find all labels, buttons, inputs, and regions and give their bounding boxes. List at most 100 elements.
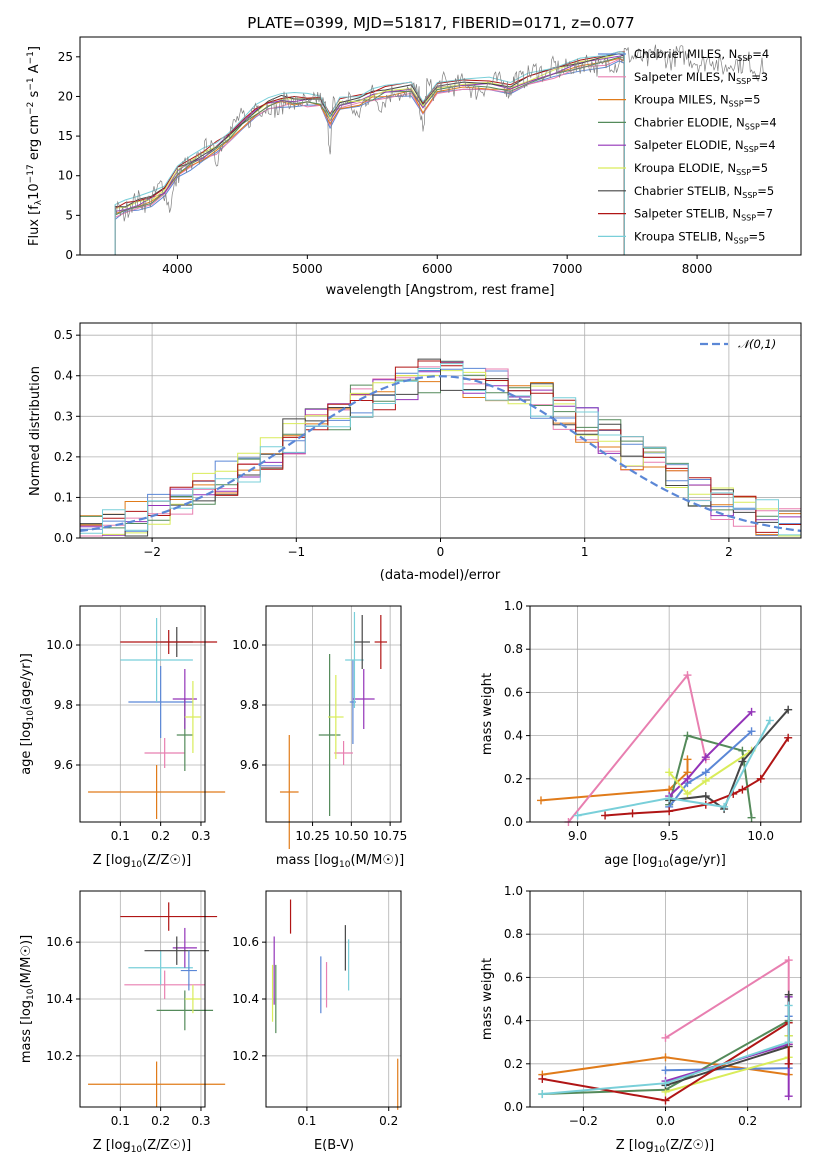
x-tick-label: 0.2 [151,1114,170,1128]
x-tick-label: 9.0 [568,829,587,843]
normal-curve [79,375,802,532]
weight-vs-metallicity-panel: −0.2 0.0 0.2 0.0 0.2 0.4 0.6 0.8 1.0 Z [log10(Z/Z… [480,884,802,1155]
legend-label: Salpeter MILES, NSSP=3 [634,70,768,86]
y-tick-label: 10.0 [232,638,259,652]
x-tick-label: 9.5 [660,829,679,843]
x-tick-label: 2 [725,545,733,559]
y-tick-label: 0.0 [54,531,73,545]
y-tick-label: 0.4 [54,369,73,383]
weight-line [668,711,753,797]
weight-line [668,730,753,808]
y-axis-label: mass weight [480,673,495,755]
legend-label: 𝒩(0,1) [738,337,776,351]
y-tick-label: 5 [65,208,73,222]
x-axis-label: Z [log10(Z/Z☉)] [93,1138,191,1155]
y-tick-label: 9.6 [54,758,73,772]
x-tick-label: 0.1 [111,1114,130,1128]
x-tick-label: −2 [143,545,161,559]
y-tick-label: 0 [65,248,73,262]
y-tick-label: 0.3 [54,409,73,423]
y-tick-label: 0.2 [54,450,73,464]
spectrum-xlabel: wavelength [Angstrom, rest frame] [326,283,555,298]
y-tick-label: 0.4 [504,1014,523,1028]
x-axis-label: age [log10(age/yr)] [604,853,726,870]
y-tick-label: 10 [58,169,73,183]
axes-frame [79,890,206,1108]
y-axis-label: mass [log10(M/M☉)] [19,935,36,1063]
model-spectrum-line [114,51,625,255]
residual-panel: −2 −1 0 1 2 0.0 0.1 0.2 0.3 0.4 0.5 𝒩(0,1) (data-mo… [28,322,802,583]
residual-ylabel: Normed distribution [28,366,43,496]
y-tick-label: 0.5 [54,328,73,342]
x-tick-label: 5000 [292,262,323,276]
age-vs-metallicity-panel: 0.1 0.2 0.3 9.6 9.8 10.0 Z [log10(Z/Z☉)] age [l… [19,605,226,870]
y-axis-label: age [log10(age/yr)] [19,653,36,775]
x-tick-label: 0.0 [656,1114,675,1128]
y-axis-label: mass weight [480,958,495,1040]
x-tick-label: 0.2 [738,1114,757,1128]
weight-line [668,749,753,796]
weight-line [668,734,753,818]
spectrum-ylabel: Flux [fλ10−17 erg cm−2 s−1 A−1] [26,46,44,246]
x-axis-label: E(B-V) [314,1138,354,1153]
x-axis-label: mass [log10(M/M☉)] [276,853,404,870]
x-tick-label: 0.2 [151,829,170,843]
spectrum-title: PLATE=0399, MJD=51817, FIBERID=0171, z=0… [247,14,634,32]
residual-frame [79,322,802,539]
model-spectrum-line [114,56,625,255]
legend-label: Kroupa ELODIE, NSSP=5 [634,161,768,177]
x-tick-label: 6000 [422,262,453,276]
y-tick-label: 1.0 [504,599,523,613]
x-tick-label: 10.25 [295,829,329,843]
legend-label: Chabrier MILES, NSSP=4 [634,47,769,63]
x-tick-label: 10.50 [334,829,368,843]
y-tick-label: 10.0 [46,638,73,652]
y-tick-label: 0.4 [504,729,523,743]
y-tick-label: 10.2 [232,1049,259,1063]
axes-frame [265,605,402,823]
spectrum-plot-area: 4000 5000 6000 7000 8000 0 5 10 15 20 25 [58,44,764,276]
y-tick-label: 0.0 [504,815,523,829]
x-axis-label: Z [log10(Z/Z☉)] [93,853,191,870]
y-tick-label: 9.8 [240,698,259,712]
legend-label: Chabrier ELODIE, NSSP=4 [634,115,777,131]
spectrum-legend: Chabrier MILES, NSSP=4 Salpeter MILES, NS… [598,47,777,245]
legend-label: Kroupa MILES, NSSP=5 [634,93,760,109]
mass-vs-metallicity-panel: 0.1 0.2 0.3 10.2 10.4 10.6 Z [log10(Z/Z☉)] mass… [19,890,226,1155]
x-tick-label: 10.0 [747,829,774,843]
x-tick-label: 0.3 [191,1114,210,1128]
legend-label: Salpeter STELIB, NSSP=7 [634,207,773,223]
age-vs-mass-panel: 10.25 10.50 10.75 9.6 9.8 10.0 mass [log10(M/M… [232,605,407,870]
y-tick-label: 9.8 [54,698,73,712]
x-tick-label: 1 [581,545,589,559]
weight-vs-age-panel: 9.0 9.5 10.0 0.0 0.2 0.4 0.6 0.8 1.0 age [log10(a… [480,599,802,870]
x-axis-label: Z [log10(Z/Z☉)] [616,1138,714,1155]
histogram-step [79,363,802,538]
y-tick-label: 0.0 [504,1100,523,1114]
x-tick-label: 4000 [162,262,193,276]
y-tick-label: 25 [58,50,73,64]
axes-frame [529,890,802,1108]
mass-vs-ebv-panel: 0.1 0.2 10.2 10.4 10.6 E(B-V) [232,890,402,1153]
y-tick-label: 15 [58,129,73,143]
spectrum-frame [79,36,802,256]
legend-label: Kroupa STELIB, NSSP=5 [634,229,765,245]
y-tick-label: 0.8 [504,927,523,941]
residual-plot-area: −2 −1 0 1 2 0.0 0.1 0.2 0.3 0.4 0.5 𝒩(0,1) [54,323,802,559]
x-tick-label: −0.2 [569,1114,598,1128]
x-tick-label: 0.3 [191,829,210,843]
spectrum-panel: PLATE=0399, MJD=51817, FIBERID=0171, z=0… [26,14,802,298]
axes-frame [529,605,802,823]
y-tick-label: 0.6 [504,970,523,984]
x-tick-label: 0.1 [111,829,130,843]
weight-line [605,737,790,817]
weight-line [540,759,689,802]
y-tick-label: 1.0 [504,884,523,898]
x-tick-label: 7000 [552,262,583,276]
y-tick-label: 0.1 [54,490,73,504]
y-tick-label: 10.4 [46,992,73,1006]
y-tick-label: 0.2 [504,1057,523,1071]
y-tick-label: 10.6 [46,935,73,949]
legend-label: Chabrier STELIB, NSSP=5 [634,184,774,200]
